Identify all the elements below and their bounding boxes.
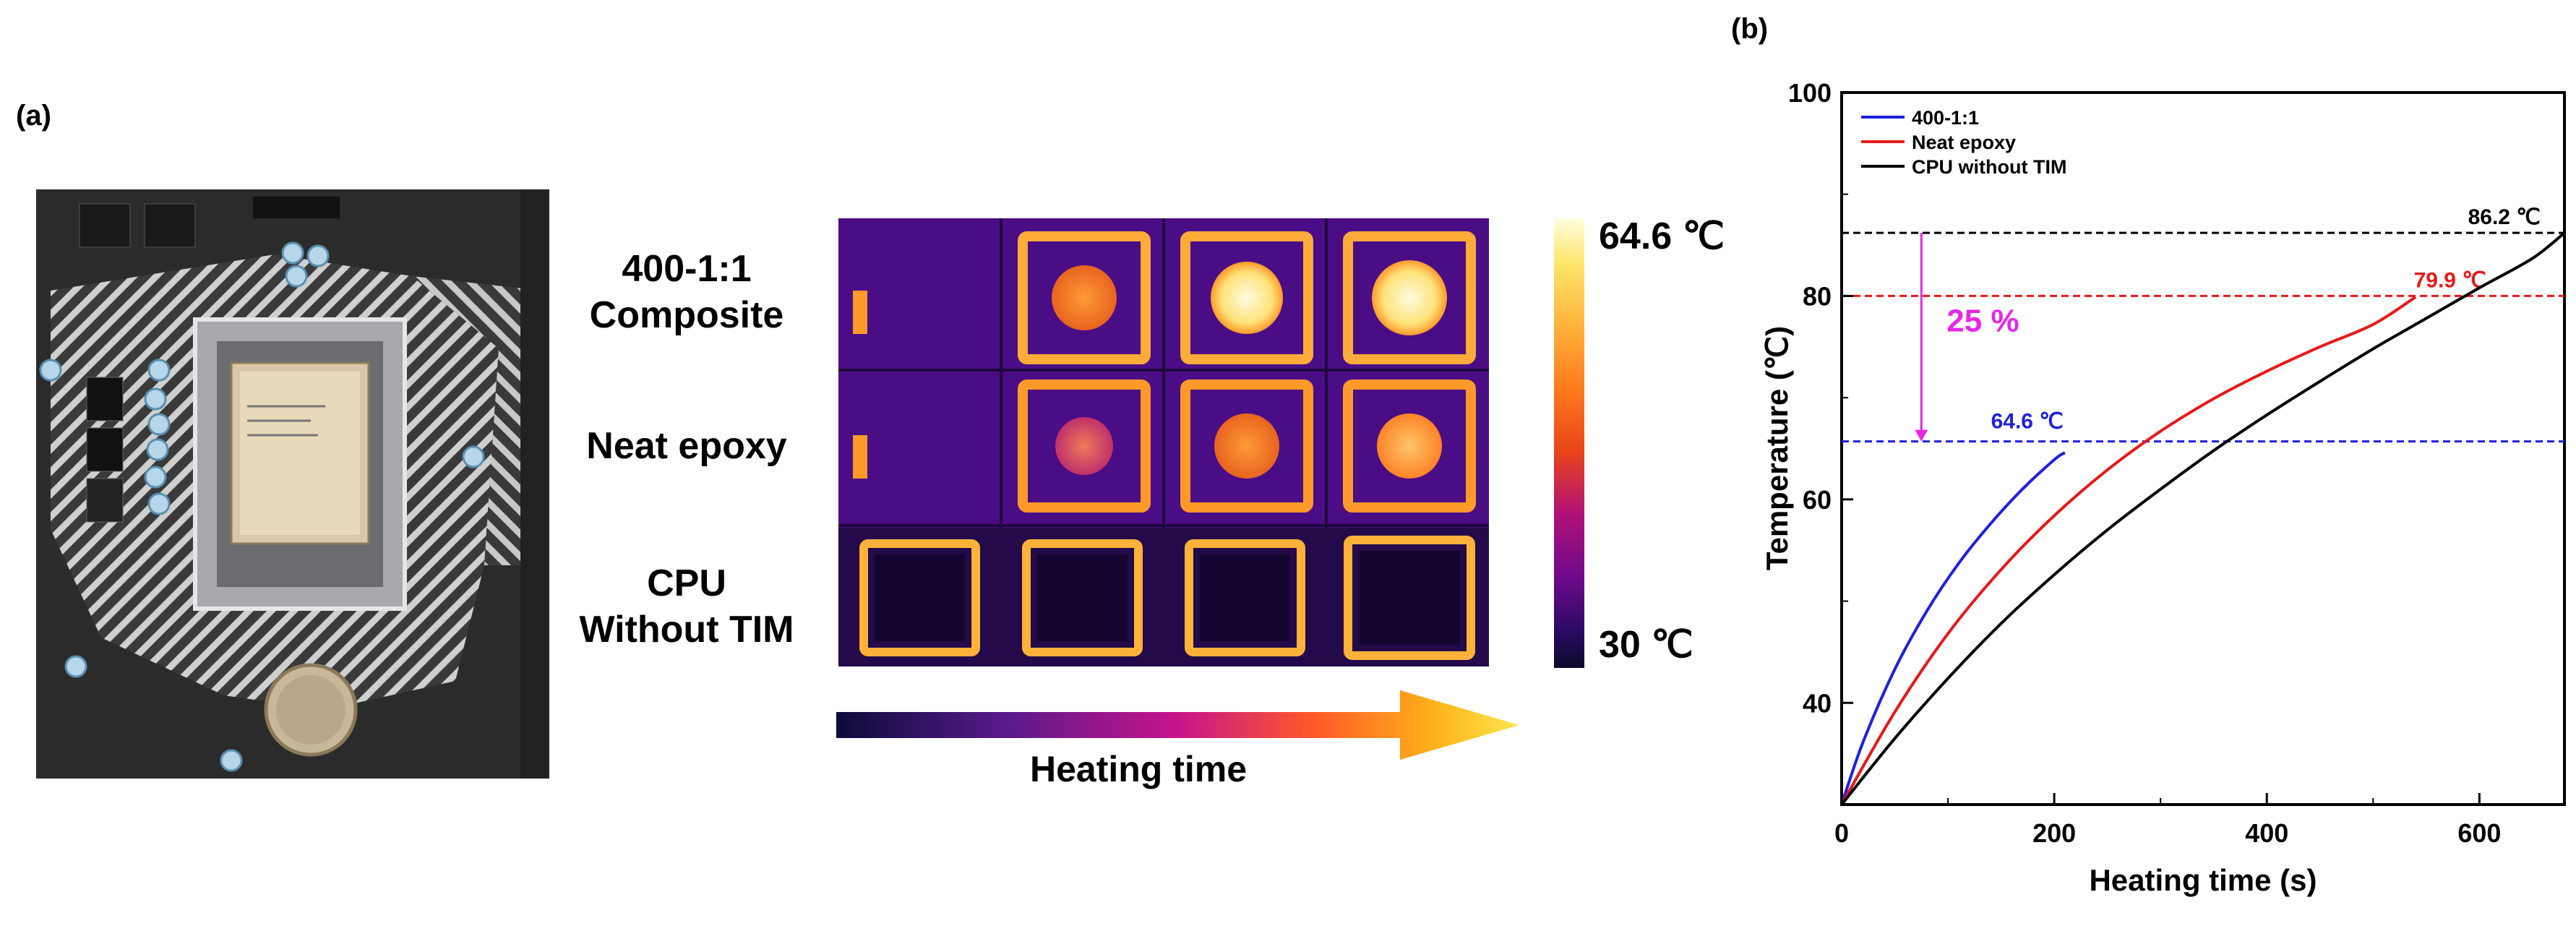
row-label-line: Without TIM (579, 609, 794, 651)
x-tick-label: 200 (2032, 818, 2076, 848)
temperature-colorbar (1554, 218, 1584, 668)
legend-label: 400-1:1 (1912, 107, 1979, 129)
x-axis-label: Heating time (s) (2089, 863, 2317, 897)
row-label-neat-epoxy: Neat epoxy (567, 423, 806, 469)
legend-label: CPU without TIM (1912, 156, 2066, 178)
colorbar-max-label: 64.6 ℃ (1599, 215, 1725, 257)
series-line (1840, 296, 2417, 805)
reference-line-label: 64.6 ℃ (1991, 410, 2064, 434)
y-tick-label: 40 (1803, 688, 1832, 718)
reference-line-label: 86.2 ℃ (2468, 205, 2541, 229)
temperature-chart: 86.2 ℃ 79.9 ℃ 64.6 ℃ 0 200 400 600 40 60 80 100 4… (1735, 0, 2576, 922)
series-line (1840, 451, 2066, 805)
row-label-line: Composite (589, 294, 784, 336)
y-tick-label: 60 (1803, 485, 1832, 515)
thermal-image-grid (838, 218, 1489, 666)
x-tick-label: 600 (2457, 818, 2501, 848)
motherboard-photo (36, 189, 549, 779)
legend-label: Neat epoxy (1912, 132, 2016, 153)
x-tick-label: 0 (1834, 818, 1849, 848)
heating-time-arrow (836, 690, 1523, 763)
x-tick-label: 400 (2245, 818, 2288, 848)
plot-area-frame (1840, 91, 2566, 806)
colorbar-min-label: 30 ℃ (1599, 624, 1693, 666)
y-axis-label: Temperature (℃) (1760, 326, 1794, 570)
row-label-cpu: CPU Without TIM (567, 560, 806, 653)
row-label-line: 400-1:1 (622, 248, 752, 290)
row-label-line: CPU (647, 562, 726, 604)
annotation-arrow-head (1915, 429, 1928, 442)
annotation-label: 25 % (1946, 303, 2019, 338)
row-label-composite: 400-1:1 Composite (567, 246, 806, 338)
heating-time-label: Heating time (1030, 749, 1248, 789)
y-tick-label: 80 (1803, 281, 1832, 311)
series-line (1840, 231, 2566, 806)
panel-a-label: (a) (16, 100, 51, 132)
panel-b-label: (b) (1731, 13, 1769, 45)
row-label-line: Neat epoxy (586, 425, 787, 467)
y-tick-label: 100 (1788, 78, 1832, 108)
reference-line-label: 79.9 ℃ (2414, 268, 2486, 292)
